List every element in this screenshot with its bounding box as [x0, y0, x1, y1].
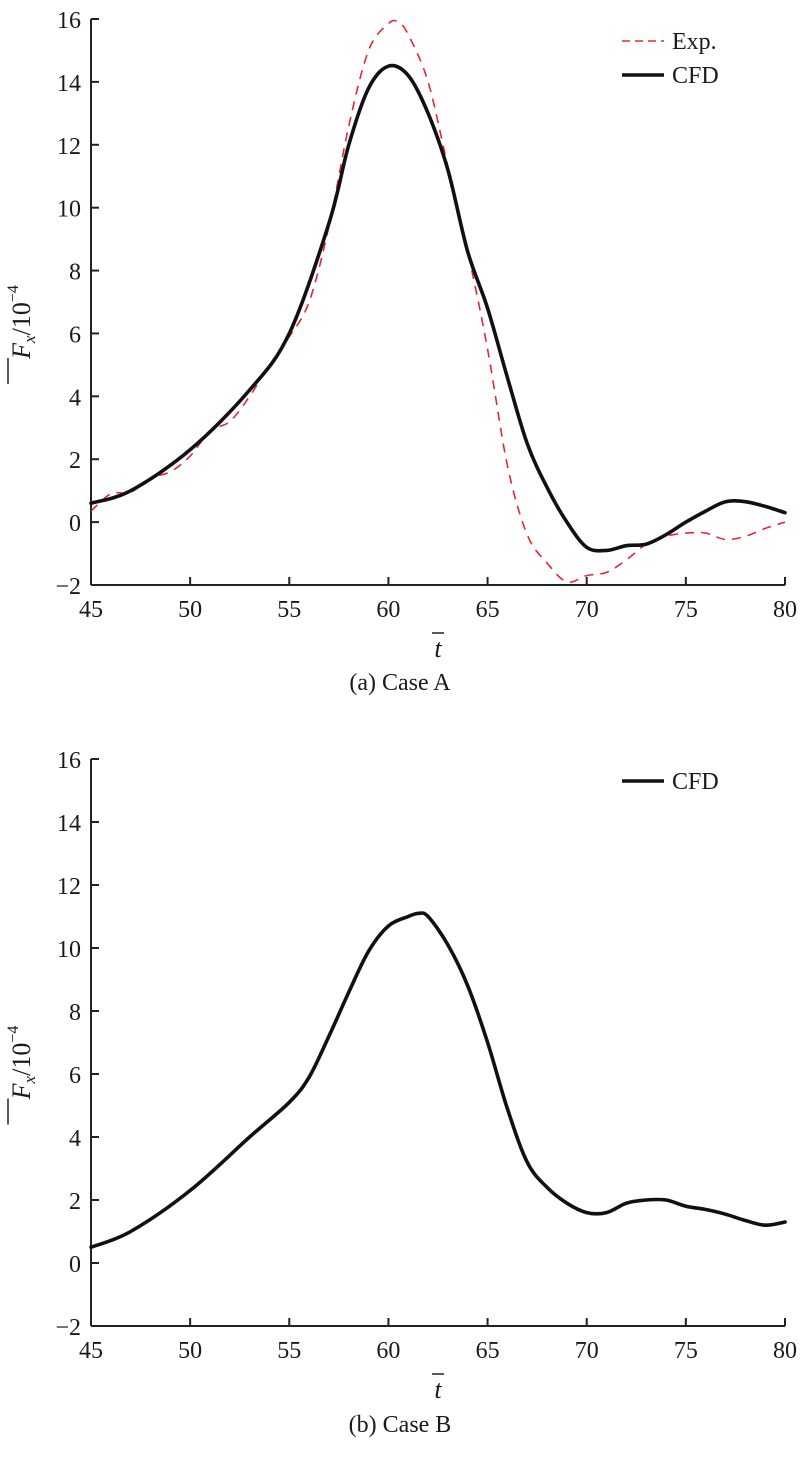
x-tick-label: 70: [575, 1338, 599, 1364]
x-tick-label: 50: [178, 1338, 202, 1364]
x-tick-label: 45: [79, 1338, 103, 1364]
y-axis-title-sub: x: [20, 335, 39, 344]
legend-label: Exp.: [672, 29, 717, 55]
y-tick-label: 12: [57, 874, 81, 900]
series-line-exp: [90, 19, 786, 584]
y-tick-label: 16: [57, 8, 81, 34]
y-tick-label: 14: [57, 71, 81, 97]
y-tick-label: 6: [69, 322, 81, 348]
series-line-cfd: [89, 911, 787, 1250]
y-axis-title: Fx/10−4: [5, 1026, 39, 1125]
y-axis-title-sub: x: [20, 1075, 39, 1084]
y-tick-label: −2: [55, 574, 81, 600]
series-line-cfd: [89, 63, 787, 553]
y-axis-title-sep: /10: [7, 302, 36, 335]
y-tick-label: 14: [57, 811, 81, 837]
y-axis-title-var: F: [7, 342, 36, 360]
y-axis-title-text: Fx/10−4: [5, 285, 39, 360]
x-tick-label: 75: [674, 1338, 698, 1364]
y-tick-label: 8: [69, 260, 81, 286]
x-tick-label: 50: [178, 597, 202, 623]
x-tick-label: 80: [773, 1338, 797, 1364]
figure-caption: (a) Case A: [349, 670, 451, 696]
y-axis-title-exp: −4: [5, 1026, 22, 1043]
y-tick-label: 16: [57, 748, 81, 774]
x-tick-label: 60: [376, 1338, 400, 1364]
y-tick-label: 10: [57, 937, 81, 963]
x-tick-label: 55: [277, 1338, 301, 1364]
y-tick-label: 0: [69, 1252, 81, 1278]
chart-case-b: −2 0 2 4 6 8 10 12 14 16 45 50 55 60 65 70 75 80 t Fx/10−4 C…: [5, 748, 797, 1438]
chart-case-a: −2 0 2 4 6 8 10 12 14 16 45 50 55 60 65 70 75 80 t Fx/10−4 E…: [5, 8, 797, 696]
x-tick-label: 65: [476, 1338, 500, 1364]
x-tick-label: 55: [277, 597, 301, 623]
y-axis-title-exp: −4: [5, 285, 22, 302]
legend-label: CFD: [672, 63, 719, 89]
x-tick-label: 60: [376, 597, 400, 623]
y-axis-title: Fx/10−4: [5, 285, 39, 384]
x-tick-label: 65: [476, 597, 500, 623]
x-tick-label: 75: [674, 597, 698, 623]
legend-label: CFD: [672, 769, 719, 795]
y-tick-label: 0: [69, 511, 81, 537]
y-tick-label: 8: [69, 1000, 81, 1026]
y-tick-label: 2: [69, 448, 81, 474]
figure-caption: (b) Case B: [349, 1412, 452, 1438]
y-tick-label: 4: [69, 385, 81, 411]
y-axis-title-sep: /10: [7, 1043, 36, 1076]
y-tick-label: 6: [69, 1063, 81, 1089]
y-tick-label: 10: [57, 197, 81, 223]
y-axis-title-text: Fx/10−4: [5, 1026, 39, 1101]
x-axis-title: t: [434, 634, 442, 663]
y-axis-title-var: F: [7, 1082, 36, 1100]
x-tick-label: 80: [773, 597, 797, 623]
y-tick-label: −2: [55, 1315, 81, 1341]
x-tick-label: 45: [79, 597, 103, 623]
y-tick-label: 12: [57, 134, 81, 160]
y-tick-label: 2: [69, 1189, 81, 1215]
y-tick-label: 4: [69, 1126, 81, 1152]
x-axis-title: t: [434, 1375, 442, 1404]
x-tick-label: 70: [575, 597, 599, 623]
